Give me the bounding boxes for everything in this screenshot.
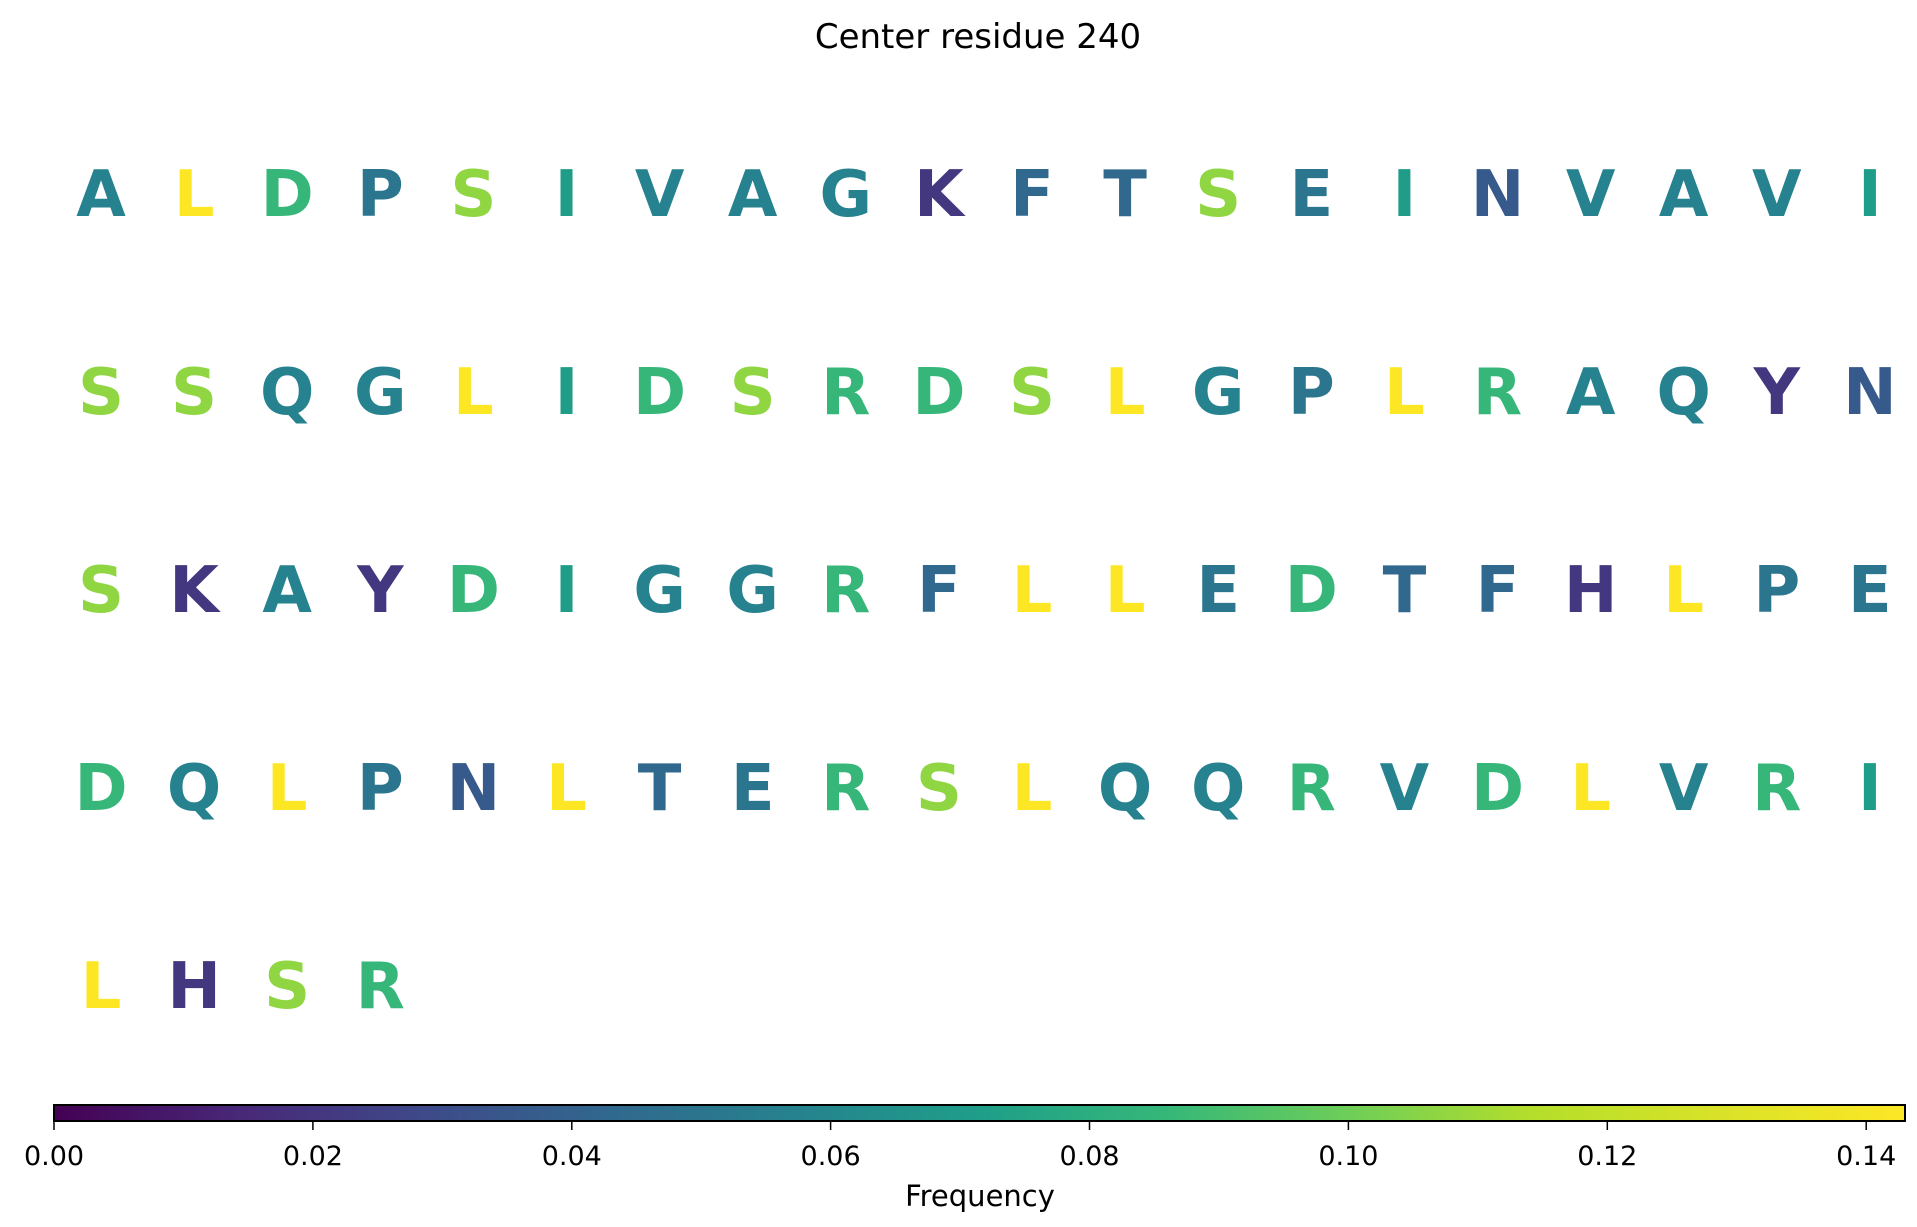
residue-l-r4c6: L [546,752,587,826]
residue-n-r2c20: N [1843,356,1897,430]
residue-l-r4c11: L [1012,752,1053,826]
residue-q-r2c3: Q [260,356,314,430]
colorbar-label: Frequency [905,1179,1055,1213]
residue-v-r1c19: V [1752,158,1802,232]
residue-q-r4c12: Q [1098,752,1152,826]
residue-g-r2c13: G [1192,356,1245,430]
residue-i-r3c6: I [555,554,579,628]
residue-y-r3c4: Y [356,554,404,628]
residue-a-r1c1: A [76,158,126,232]
residue-l-r1c2: L [174,158,215,232]
colorbar-tick-label: 0.10 [1318,1141,1378,1172]
residue-i-r2c6: I [555,356,579,430]
residue-s-r5c3: S [264,950,310,1024]
residue-s-r2c11: S [1009,356,1055,430]
residue-e-r4c8: E [731,752,775,826]
colorbar-tick-label: 0.08 [1059,1141,1119,1172]
residue-s-r3c1: S [78,554,124,628]
residue-d-r2c10: D [912,356,965,430]
residue-r-r4c9: R [821,752,870,826]
colorbar [53,1104,1906,1122]
residue-t-r3c15: T [1383,554,1427,628]
colorbar-tick-label: 0.00 [24,1141,84,1172]
residue-q-r2c18: Q [1656,356,1710,430]
colorbar-tick-label: 0.14 [1836,1141,1896,1172]
residue-a-r3c3: A [262,554,312,628]
residue-q-r4c2: Q [167,752,221,826]
residue-v-r4c18: V [1659,752,1709,826]
chart-title: Center residue 240 [815,17,1141,57]
residue-r-r4c14: R [1287,752,1336,826]
residue-n-r1c16: N [1471,158,1525,232]
residue-t-r1c12: T [1103,158,1147,232]
residue-l-r4c17: L [1570,752,1611,826]
residue-s-r2c8: S [730,356,776,430]
residue-d-r3c5: D [447,554,500,628]
colorbar-tick-label: 0.06 [801,1141,861,1172]
residue-p-r3c19: P [1753,554,1800,628]
residue-s-r1c13: S [1195,158,1241,232]
residue-p-r2c14: P [1288,356,1335,430]
residue-d-r1c3: D [261,158,314,232]
residue-l-r3c18: L [1663,554,1704,628]
residue-l-r2c5: L [453,356,494,430]
residue-i-r1c15: I [1392,158,1416,232]
residue-l-r3c11: L [1012,554,1053,628]
residue-r-r5c4: R [356,950,405,1024]
colorbar-tick-label: 0.12 [1577,1141,1637,1172]
residue-i-r1c6: I [555,158,579,232]
residue-d-r4c1: D [74,752,127,826]
residue-l-r3c12: L [1105,554,1146,628]
residue-s-r2c2: S [171,356,217,430]
residue-v-r4c15: V [1380,752,1430,826]
residue-g-r1c9: G [820,158,873,232]
residue-v-r1c17: V [1566,158,1616,232]
colorbar-tick-label: 0.04 [542,1141,602,1172]
residue-r-r2c16: R [1473,356,1522,430]
residue-f-r1c11: F [1010,158,1054,232]
residue-h-r3c17: H [1564,554,1618,628]
residue-p-r4c4: P [357,752,404,826]
residue-l-r4c3: L [267,752,308,826]
residue-a-r1c18: A [1659,158,1709,232]
residue-s-r1c5: S [450,158,496,232]
residue-h-r5c2: H [167,950,221,1024]
residue-n-r4c5: N [447,752,501,826]
residue-a-r2c17: A [1566,356,1616,430]
residue-t-r4c7: T [638,752,682,826]
residue-l-r5c1: L [81,950,122,1024]
residue-k-r1c10: K [914,158,966,232]
residue-s-r2c1: S [78,356,124,430]
residue-i-r1c20: I [1858,158,1882,232]
colorbar-ticks: 0.00 0.02 0.04 0.06 0.08 0.10 0.12 0.14 [24,1121,1896,1172]
residue-k-r3c2: K [169,554,221,628]
residue-f-r3c10: F [917,554,961,628]
residue-grid: A L D P S I V A G K F T S E I N V A V IS S Q G L I D S R D S L G P L R A Q Y N… [74,158,1896,1024]
residue-l-r2c15: L [1384,356,1425,430]
residue-r-r4c19: R [1752,752,1801,826]
residue-g-r3c8: G [726,554,779,628]
residue-e-r3c20: E [1848,554,1892,628]
residue-v-r1c7: V [635,158,685,232]
residue-d-r4c16: D [1471,752,1524,826]
residue-g-r3c7: G [633,554,686,628]
residue-q-r4c13: Q [1191,752,1245,826]
residue-l-r2c12: L [1105,356,1146,430]
residue-r-r2c9: R [821,356,870,430]
residue-s-r4c10: S [916,752,962,826]
residue-a-r1c8: A [728,158,778,232]
residue-e-r1c14: E [1289,158,1333,232]
colorbar-tick-label: 0.02 [283,1141,343,1172]
residue-r-r3c9: R [821,554,870,628]
residue-d-r2c7: D [633,356,686,430]
residue-y-r2c19: Y [1753,356,1801,430]
residue-g-r2c4: G [354,356,407,430]
residue-i-r4c20: I [1858,752,1882,826]
residue-p-r1c4: P [357,158,404,232]
residue-e-r3c13: E [1196,554,1240,628]
residue-f-r3c16: F [1476,554,1520,628]
residue-d-r3c14: D [1285,554,1338,628]
